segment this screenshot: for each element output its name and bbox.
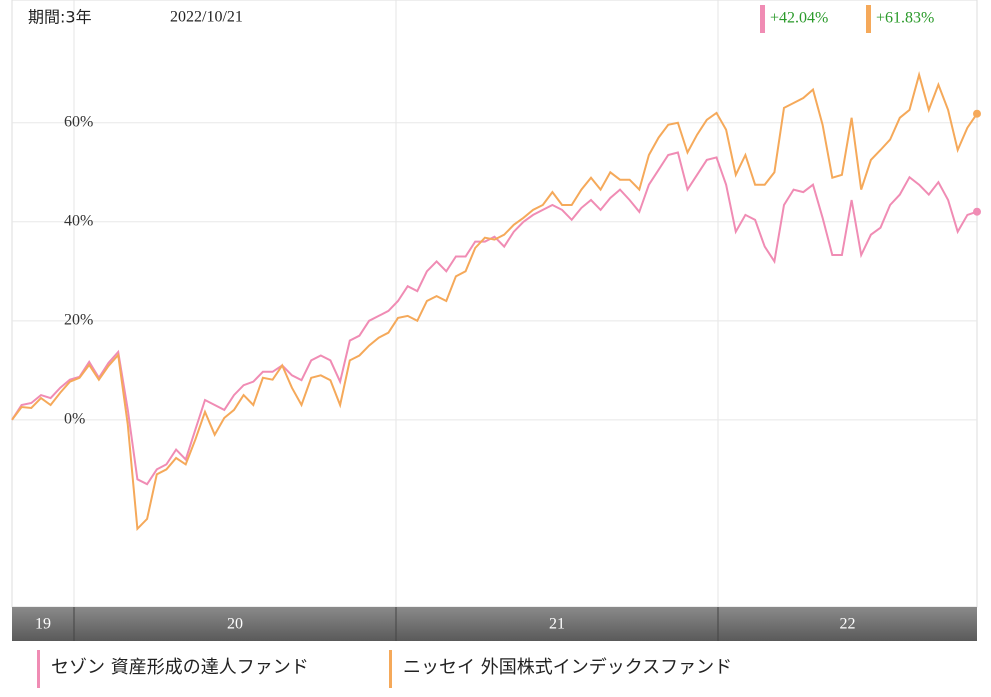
x-tick-label: 20 xyxy=(227,616,243,633)
plot-area xyxy=(11,0,978,608)
x-tick-label: 21 xyxy=(549,616,565,633)
x-axis-band xyxy=(12,607,977,641)
y-tick-label: 20% xyxy=(64,312,93,329)
legend-label: セゾン 資産形成の達人ファンド xyxy=(51,657,309,678)
y-tick-label: 40% xyxy=(64,212,93,229)
series-line xyxy=(11,151,978,486)
label-swatch xyxy=(866,5,871,33)
y-tick-label: 0% xyxy=(64,411,85,428)
legend-swatch xyxy=(389,650,392,688)
end-value-label: +61.83% xyxy=(876,10,934,27)
y-tick-label: 60% xyxy=(64,113,93,130)
end-point xyxy=(973,207,981,216)
end-point xyxy=(973,109,981,118)
x-tick-label: 19 xyxy=(35,616,51,633)
label-swatch xyxy=(760,5,765,33)
legend-swatch xyxy=(37,650,40,688)
x-tick-label: 22 xyxy=(840,616,856,633)
date-label: 2022/10/21 xyxy=(170,9,243,26)
series-line xyxy=(11,71,978,532)
legend-label: ニッセイ 外国株式インデックスファンド xyxy=(403,657,732,678)
end-value-label: +42.04% xyxy=(770,10,828,27)
period-label: 期間:3年 xyxy=(28,8,92,27)
